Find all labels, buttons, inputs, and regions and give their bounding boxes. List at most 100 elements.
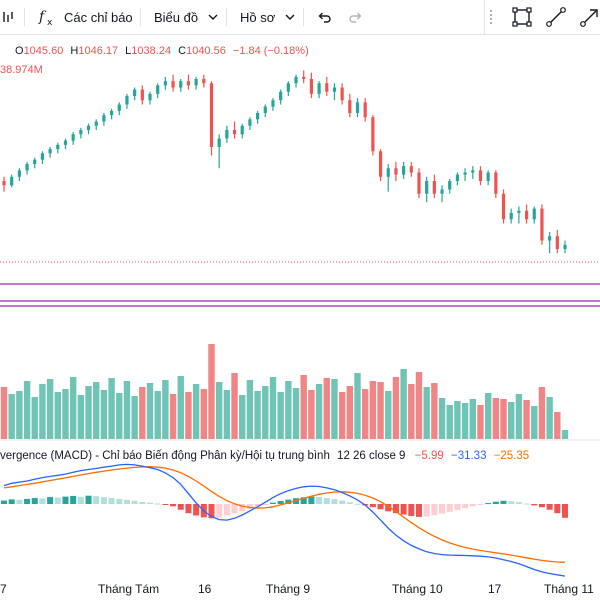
interval-icon[interactable] — [2, 0, 16, 34]
toolbar-divider — [24, 8, 25, 26]
trend-line-icon[interactable] — [545, 6, 567, 33]
candle-body — [248, 119, 252, 126]
fx-icon: f x — [38, 9, 53, 27]
candle — [386, 164, 390, 192]
candle-body — [340, 87, 344, 101]
redo-icon[interactable] — [348, 0, 364, 34]
histogram-bar — [562, 504, 568, 518]
candle — [340, 83, 344, 105]
volume-bar — [308, 390, 315, 439]
candle-body — [348, 100, 352, 113]
candle — [202, 74, 206, 88]
candle-body — [109, 110, 114, 116]
candle — [494, 170, 498, 198]
candle-body — [179, 81, 183, 88]
candle — [294, 74, 298, 88]
histogram-bar — [392, 504, 399, 514]
histogram-bar — [339, 500, 346, 504]
candle — [33, 157, 37, 169]
rectangle-icon[interactable] — [511, 6, 533, 33]
volume-bar — [523, 400, 530, 439]
volume-bar — [246, 380, 254, 439]
candle — [440, 185, 444, 203]
volume-bar — [0, 387, 8, 439]
candle — [540, 204, 544, 245]
histogram-bar — [462, 504, 469, 509]
histogram-bar — [408, 504, 415, 516]
histogram-bar — [193, 504, 200, 516]
volume-bar — [392, 377, 400, 439]
volume-bar — [39, 384, 46, 439]
candle-body — [548, 236, 552, 241]
time-tick: Tháng Tám — [98, 582, 160, 596]
candle — [478, 166, 483, 186]
candle-body — [171, 81, 175, 88]
histogram-bar — [131, 500, 138, 504]
histogram-bar — [216, 504, 223, 518]
low-label: L — [125, 45, 132, 57]
histogram-bar — [354, 503, 361, 505]
candle — [125, 93, 129, 109]
volume-bar — [561, 430, 569, 439]
volume-bar — [361, 389, 369, 439]
histogram-bar — [262, 504, 269, 505]
volume-bar — [377, 382, 384, 439]
histogram-bar — [523, 503, 530, 505]
volume-bar — [546, 397, 553, 439]
candle-body — [102, 115, 106, 122]
histogram-bar — [177, 504, 184, 510]
candle — [348, 93, 352, 118]
candle — [186, 74, 191, 90]
volume-bar — [154, 391, 161, 439]
histogram-bar — [554, 504, 561, 514]
candle — [563, 240, 567, 254]
undo-icon[interactable] — [316, 0, 332, 34]
histogram-bar — [508, 501, 515, 504]
indicators-button[interactable]: f x Các chỉ báo — [38, 0, 133, 34]
drag-handle[interactable] — [489, 6, 493, 28]
candle — [232, 121, 237, 139]
histogram-bar — [415, 504, 422, 517]
histogram-bar — [93, 496, 100, 504]
candle — [286, 81, 290, 96]
candle — [86, 123, 91, 135]
chart-canvas[interactable] — [0, 34, 600, 577]
candle — [471, 166, 475, 179]
volume-bar — [508, 402, 515, 439]
volume-bar — [538, 387, 546, 439]
toolbar-divider — [226, 8, 227, 26]
volume-bar — [208, 344, 215, 439]
histogram-bar — [147, 502, 154, 504]
candle-body — [256, 113, 260, 120]
volume-bar — [85, 386, 92, 439]
volume-bar — [16, 391, 23, 439]
profile-button[interactable]: Hồ sơ — [240, 0, 297, 34]
histogram-bar — [54, 497, 61, 504]
time-axis[interactable]: 7 Tháng Tám 16 Tháng 9 Tháng 10 17 Tháng… — [0, 577, 600, 600]
histogram-bar — [492, 501, 499, 504]
histogram-bar — [439, 504, 446, 514]
candle — [309, 72, 313, 99]
candle-body — [279, 91, 283, 101]
arrow-line-icon[interactable] — [579, 6, 600, 33]
histogram-bar — [331, 499, 338, 504]
candle-body — [355, 102, 360, 113]
chart-type-button[interactable]: Biểu đồ — [154, 0, 220, 34]
histogram-bar — [70, 495, 77, 504]
histogram-bar — [123, 499, 130, 504]
volume-bar — [300, 375, 307, 439]
histogram-bar — [239, 504, 246, 512]
histogram-bar — [16, 499, 23, 504]
candle-body — [117, 104, 121, 111]
candle — [109, 108, 114, 120]
volume-bar — [185, 392, 192, 439]
histogram-bar — [485, 503, 492, 505]
high-value: 1046.17 — [78, 45, 119, 57]
time-tick: Tháng 10 — [392, 582, 443, 596]
candle-body — [317, 83, 321, 94]
candle-body — [209, 83, 214, 147]
close-value: 1040.56 — [186, 45, 226, 57]
histogram-bar — [323, 498, 330, 504]
volume-bar — [146, 383, 154, 439]
candle-body — [332, 87, 337, 92]
